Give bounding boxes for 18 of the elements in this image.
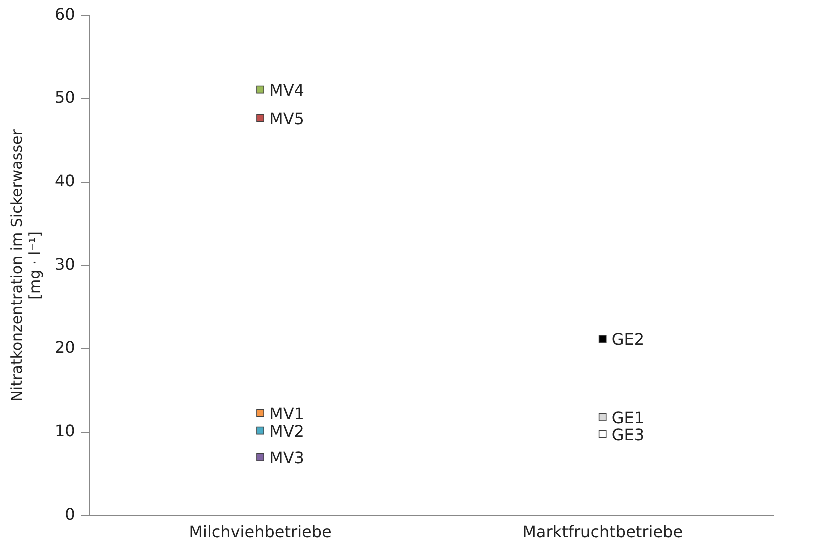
y-tick-label: 20: [55, 338, 76, 358]
series-label: GE3: [612, 425, 645, 444]
series-label: MV4: [270, 80, 304, 100]
y-tick-label: 0: [65, 504, 76, 524]
x-tick-label: Marktfruchtbetriebe: [522, 522, 684, 542]
series-label: MV3: [270, 448, 304, 468]
series-label: MV1: [270, 404, 304, 424]
series-label: MV2: [270, 422, 304, 441]
y-tick-label: 10: [55, 422, 76, 441]
series-label: GE1: [612, 408, 645, 428]
y-tick-label: 40: [55, 171, 76, 190]
x-tick-label: Milchviehbetriebe: [189, 522, 332, 542]
y-tick-label: 30: [55, 254, 76, 274]
y-tick-label: 60: [55, 4, 76, 24]
series-label: MV5: [270, 109, 304, 128]
y-axis-title: Nitratkonzentration im Sickerwasser [mg · l⁻¹]: [8, 128, 44, 402]
series-label: GE2: [612, 330, 645, 350]
y-tick-label: 50: [55, 88, 76, 108]
